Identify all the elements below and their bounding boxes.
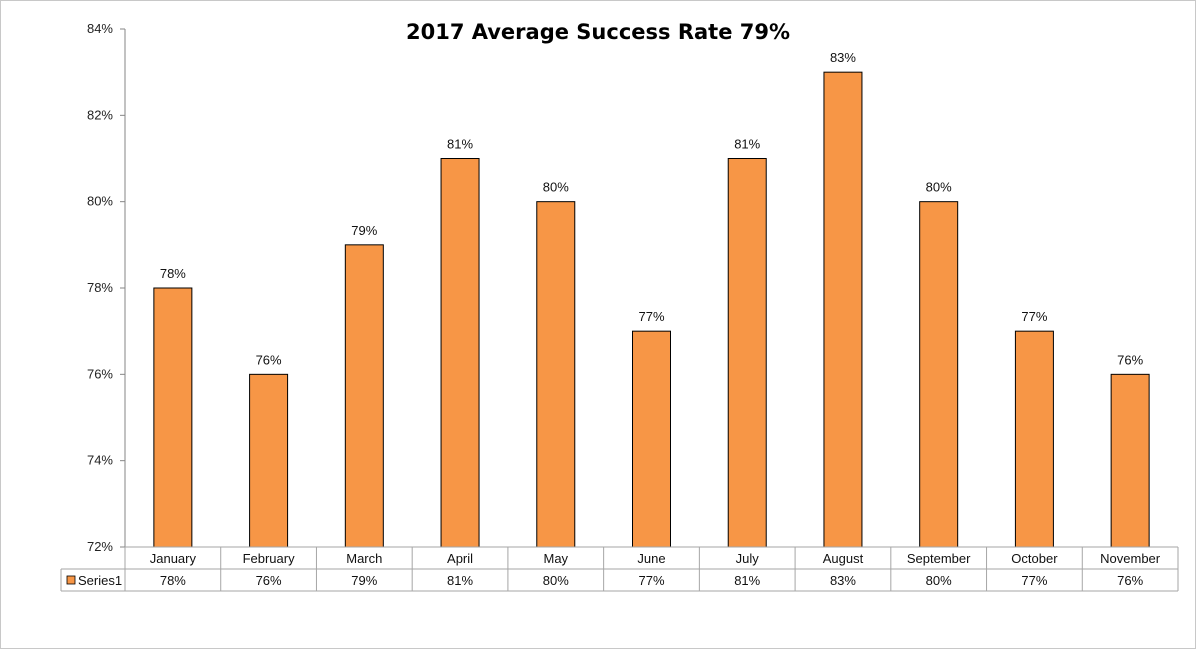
data-label: 80% xyxy=(926,180,952,195)
table-cell-value: 76% xyxy=(256,573,282,588)
y-tick-label: 80% xyxy=(87,194,113,209)
bar-april xyxy=(440,158,480,548)
bar-january xyxy=(153,287,193,548)
table-cell-value: 77% xyxy=(1021,573,1047,588)
data-labels-group: 78% 76% 79% 81% 80% 77% 81% 83% 80% 77% 76% xyxy=(160,50,1144,367)
chart-title: 2017 Average Success Rate 79% xyxy=(406,20,790,44)
x-category-label: November xyxy=(1100,551,1161,566)
data-label: 78% xyxy=(160,266,186,281)
y-tick-label: 76% xyxy=(87,366,113,381)
x-category-label: May xyxy=(543,551,568,566)
table-cell-value: 78% xyxy=(160,573,186,588)
y-tick-label: 74% xyxy=(87,453,113,468)
bar-november xyxy=(1110,373,1150,548)
data-label: 83% xyxy=(830,50,856,65)
x-category-label: June xyxy=(637,551,665,566)
x-category-label: February xyxy=(243,551,296,566)
x-category-label: January xyxy=(150,551,197,566)
legend-swatch xyxy=(66,575,76,585)
bar-september xyxy=(919,201,959,548)
data-label: 81% xyxy=(734,137,760,152)
data-label: 81% xyxy=(447,137,473,152)
table-cell-value: 79% xyxy=(351,573,377,588)
bars-group xyxy=(153,71,1150,548)
table-cell-value: 80% xyxy=(926,573,952,588)
x-category-label: August xyxy=(823,551,864,566)
y-tick-label: 84% xyxy=(87,21,113,36)
x-category-label: March xyxy=(346,551,382,566)
bar-august xyxy=(823,71,863,548)
bar-october xyxy=(1014,330,1054,548)
data-label: 76% xyxy=(256,352,282,367)
data-label: 80% xyxy=(543,180,569,195)
data-label: 77% xyxy=(1021,309,1047,324)
table-cell-value: 81% xyxy=(447,573,473,588)
x-category-label: July xyxy=(736,551,760,566)
y-tick-label: 82% xyxy=(87,107,113,122)
table-cell-value: 83% xyxy=(830,573,856,588)
legend-series-name: Series1 xyxy=(78,573,122,588)
data-table: January 78% February 76% March 79% April 81% May… xyxy=(60,546,1179,592)
bar-february xyxy=(249,373,289,548)
bar-june xyxy=(632,330,671,548)
table-cell-value: 81% xyxy=(734,573,760,588)
table-cell-value: 76% xyxy=(1117,573,1143,588)
x-category-label: October xyxy=(1011,551,1058,566)
data-label: 76% xyxy=(1117,352,1143,367)
data-label: 77% xyxy=(638,309,664,324)
y-tick-label: 78% xyxy=(87,280,113,295)
bar-july xyxy=(727,158,767,548)
y-tick-label: 72% xyxy=(87,539,113,554)
bar-may xyxy=(536,201,576,548)
table-cell-value: 77% xyxy=(638,573,664,588)
bar-march xyxy=(344,244,384,548)
table-cell-value: 80% xyxy=(543,573,569,588)
data-label: 79% xyxy=(351,223,377,238)
y-axis: 72% 74% 76% 78% 80% 82% 84% xyxy=(87,21,126,554)
x-category-label: September xyxy=(907,551,971,566)
x-category-label: April xyxy=(447,551,473,566)
